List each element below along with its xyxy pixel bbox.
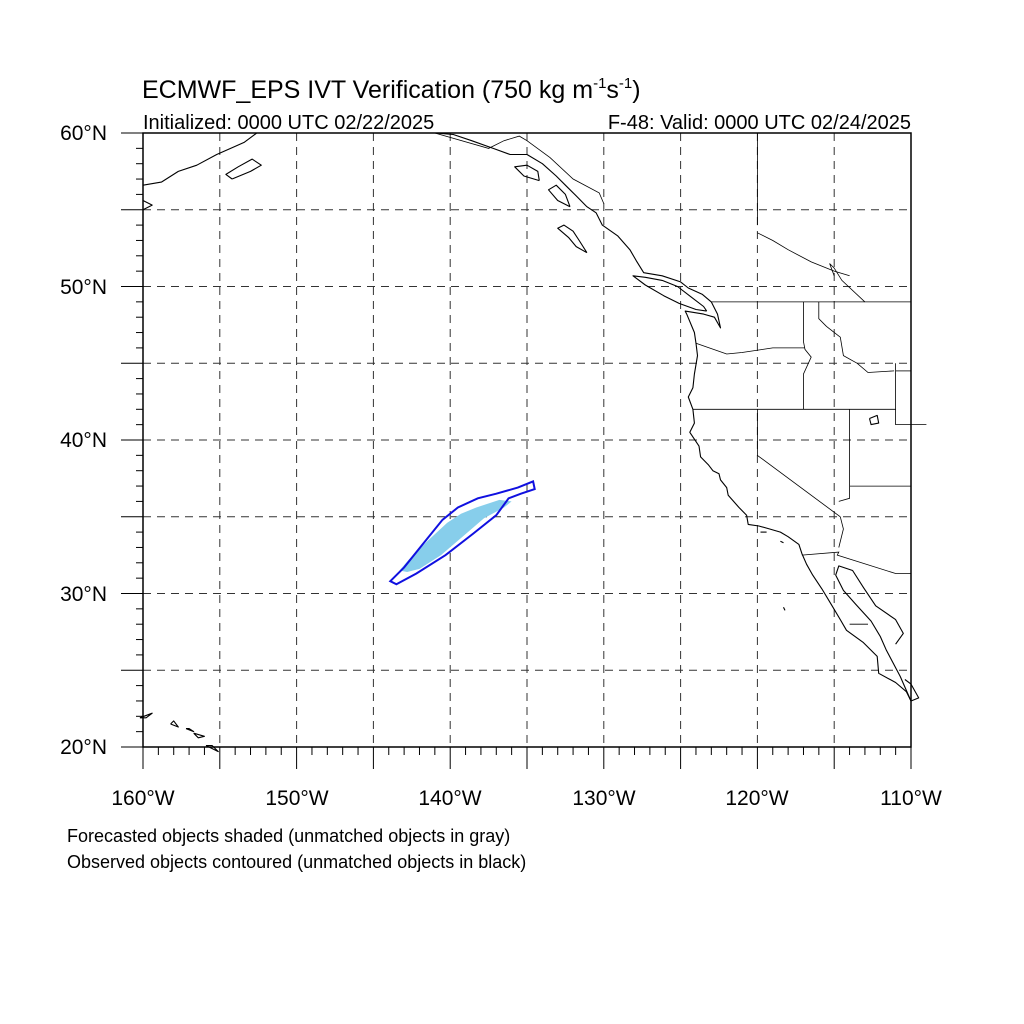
lon-label-110w: 110°W: [880, 787, 942, 810]
coastline-segment: [139, 712, 153, 719]
coastline-segment: [632, 275, 708, 312]
valid-time-label: F-48: Valid: 0000 UTC 02/24/2025: [608, 112, 911, 134]
lat-label-20n: 20°N: [60, 736, 107, 759]
coastline-segment: [185, 728, 195, 733]
coastline-segment: [193, 732, 205, 739]
map-border: [142, 132, 912, 748]
lon-label-150w: 150°W: [265, 787, 328, 810]
border-segment: [757, 409, 841, 518]
border-segment: [801, 551, 911, 574]
coastline-segment: [205, 744, 219, 753]
lat-label-40n: 40°N: [60, 429, 107, 452]
axis-ticks: [121, 132, 912, 769]
coastline-segment: [547, 184, 571, 208]
coastline-segment: [557, 224, 588, 254]
observed-object-contour: [388, 480, 536, 586]
lat-label-50n: 50°N: [60, 276, 107, 299]
lat-label-60n: 60°N: [60, 122, 107, 145]
coastline-segment: [225, 158, 262, 180]
map-frame: [121, 132, 927, 769]
border-segment: [838, 409, 850, 502]
lon-label-160w: 160°W: [111, 787, 174, 810]
coastline-segment: [780, 540, 784, 544]
border-segment: [818, 301, 895, 373]
coastline-segment: [783, 607, 786, 611]
coastline-segment: [142, 132, 258, 186]
forecast-note: Forecasted objects shaded (unmatched obj…: [67, 826, 511, 846]
lon-label-120w: 120°W: [725, 787, 788, 810]
border-segment: [803, 301, 812, 410]
border-segment: [757, 232, 850, 277]
init-time-label: Initialized: 0000 UTC 02/22/2025: [143, 112, 434, 134]
figure-title: ECMWF_EPS IVT Verification (750 kg m-1s-…: [142, 75, 641, 104]
coastline-segment: [514, 164, 540, 182]
border-segment: [695, 342, 805, 355]
lat-label-30n: 30°N: [60, 583, 107, 606]
border-segment: [895, 363, 927, 426]
coastline-segment: [835, 565, 920, 702]
lon-label-130w: 130°W: [572, 787, 635, 810]
ivt-objects: [388, 480, 536, 586]
border-segment: [838, 516, 844, 548]
political-borders: [434, 132, 927, 625]
observed-note: Observed objects contoured (unmatched ob…: [67, 852, 527, 872]
coastlines: [139, 132, 920, 753]
lon-label-140w: 140°W: [418, 787, 481, 810]
lat-labels: 20°N 30°N 40°N 50°N 60°N: [60, 122, 107, 759]
border-segment: [829, 263, 866, 303]
coastline-segment: [142, 200, 153, 211]
forecast-object-shaded: [399, 499, 512, 572]
border-segment: [434, 132, 605, 204]
coastline-segment: [170, 720, 179, 728]
coastline-segment: [868, 414, 880, 426]
gridlines: [143, 133, 911, 747]
coastline-segment: [434, 132, 912, 702]
lon-labels: 160°W 150°W 140°W 130°W 120°W 110°W: [111, 787, 942, 810]
